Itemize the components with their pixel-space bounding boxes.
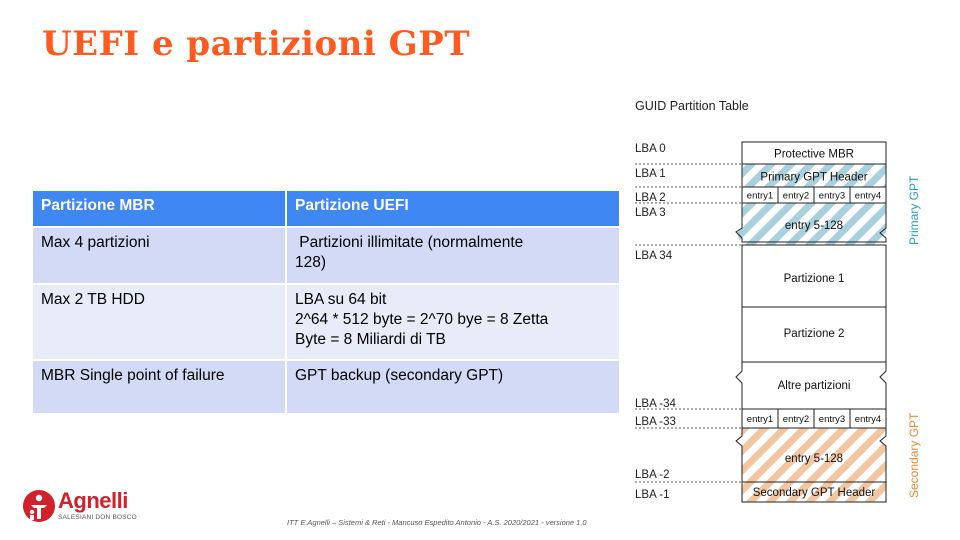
protective-mbr-label: Protective MBR <box>774 149 854 161</box>
secondary-header-label: Secondary GPT Header <box>753 487 876 499</box>
cell-line: LBA su 64 bit <box>295 291 387 308</box>
cell-line: 2^64 * 512 byte = 2^70 bye = 8 Zetta <box>295 311 549 328</box>
lba-guides <box>635 163 742 483</box>
lba-label: LBA 1 <box>635 168 666 180</box>
primary-entries <box>741 186 887 204</box>
secondary-entries <box>741 408 887 429</box>
cell-uefi: GPT backup (secondary GPT) <box>285 359 621 415</box>
other-partitions-block <box>735 361 887 410</box>
primary-entry-range-label: entry 5-128 <box>785 220 843 232</box>
lba-label: LBA -1 <box>635 489 670 501</box>
lba-label: LBA -34 <box>635 398 677 410</box>
cell-mbr: MBR Single point of failure <box>31 359 287 415</box>
secondary-entry-range-block <box>735 427 887 483</box>
header-uefi: Partizione UEFI <box>285 189 621 228</box>
table-header-row: Partizione MBR Partizione UEFI <box>31 189 621 228</box>
other-partitions-label: Altre partizioni <box>778 380 851 392</box>
table-row: MBR Single point of failure GPT backup (… <box>31 359 621 415</box>
lba-label: LBA 0 <box>635 143 666 155</box>
slide-title: UEFI e partizioni GPT <box>42 24 471 64</box>
lba-label: LBA 2 <box>635 192 666 204</box>
table-row: Max 4 partizioni Partizioni illimitate (… <box>31 226 621 285</box>
comparison-table: Partizione MBR Partizione UEFI Max 4 par… <box>31 189 621 415</box>
entry-label: entry3 <box>819 414 845 425</box>
cell-line: Partizioni illimitate (normalmente <box>295 234 524 251</box>
primary-gpt-side-label: Primary GPT <box>907 175 921 245</box>
entry-label: entry4 <box>855 191 881 202</box>
cell-line: GPT backup (secondary GPT) <box>295 367 504 384</box>
partition1-label: Partizione 1 <box>784 273 845 285</box>
logo-subtitle: SALESIANI DON BOSCO <box>58 514 137 521</box>
lba-label: LBA 34 <box>635 250 673 262</box>
cell-mbr: Max 2 TB HDD <box>31 283 287 361</box>
lba-label: LBA -2 <box>635 469 670 481</box>
protective-mbr-block <box>741 141 887 165</box>
entry-label: entry2 <box>783 414 809 425</box>
primary-header-block <box>741 163 887 188</box>
entry-label: entry1 <box>747 414 773 425</box>
secondary-gpt-side-label: Secondary GPT <box>907 412 921 498</box>
entry-label: entry1 <box>747 191 773 202</box>
lba-label: LBA 3 <box>635 207 666 219</box>
primary-gpt-area <box>736 164 886 246</box>
entry-label: entry3 <box>819 191 845 202</box>
partition2-label: Partizione 2 <box>784 328 845 340</box>
partition2-block <box>741 306 887 363</box>
secondary-header-block <box>741 481 887 503</box>
secondary-entry-range-label: entry 5-128 <box>785 453 843 465</box>
entry-label: entry4 <box>855 414 881 425</box>
entry-label: entry2 <box>783 191 809 202</box>
cell-uefi: Partizioni illimitate (normalmente 128) <box>285 226 621 285</box>
cell-uefi: LBA su 64 bit 2^64 * 512 byte = 2^70 bye… <box>285 283 621 361</box>
cell-mbr: Max 4 partizioni <box>31 226 287 285</box>
cell-line: Byte = 8 Miliardi di TB <box>295 331 446 348</box>
table-row: Max 2 TB HDD LBA su 64 bit 2^64 * 512 by… <box>31 283 621 361</box>
primary-header-label: Primary GPT Header <box>760 172 867 184</box>
diagram-title: GUID Partition Table <box>635 99 749 113</box>
lba-label: LBA -33 <box>635 416 676 428</box>
cell-line: 128) <box>295 254 327 271</box>
logo-name: Agnelli <box>58 488 128 513</box>
footer-text: ITT E.Agnelli – Sistemi & Reti - Mancuso… <box>287 518 587 527</box>
partition1-block <box>741 244 887 308</box>
agnelli-logo <box>23 490 55 522</box>
primary-entry-range-block <box>735 202 887 243</box>
header-mbr: Partizione MBR <box>31 189 287 228</box>
